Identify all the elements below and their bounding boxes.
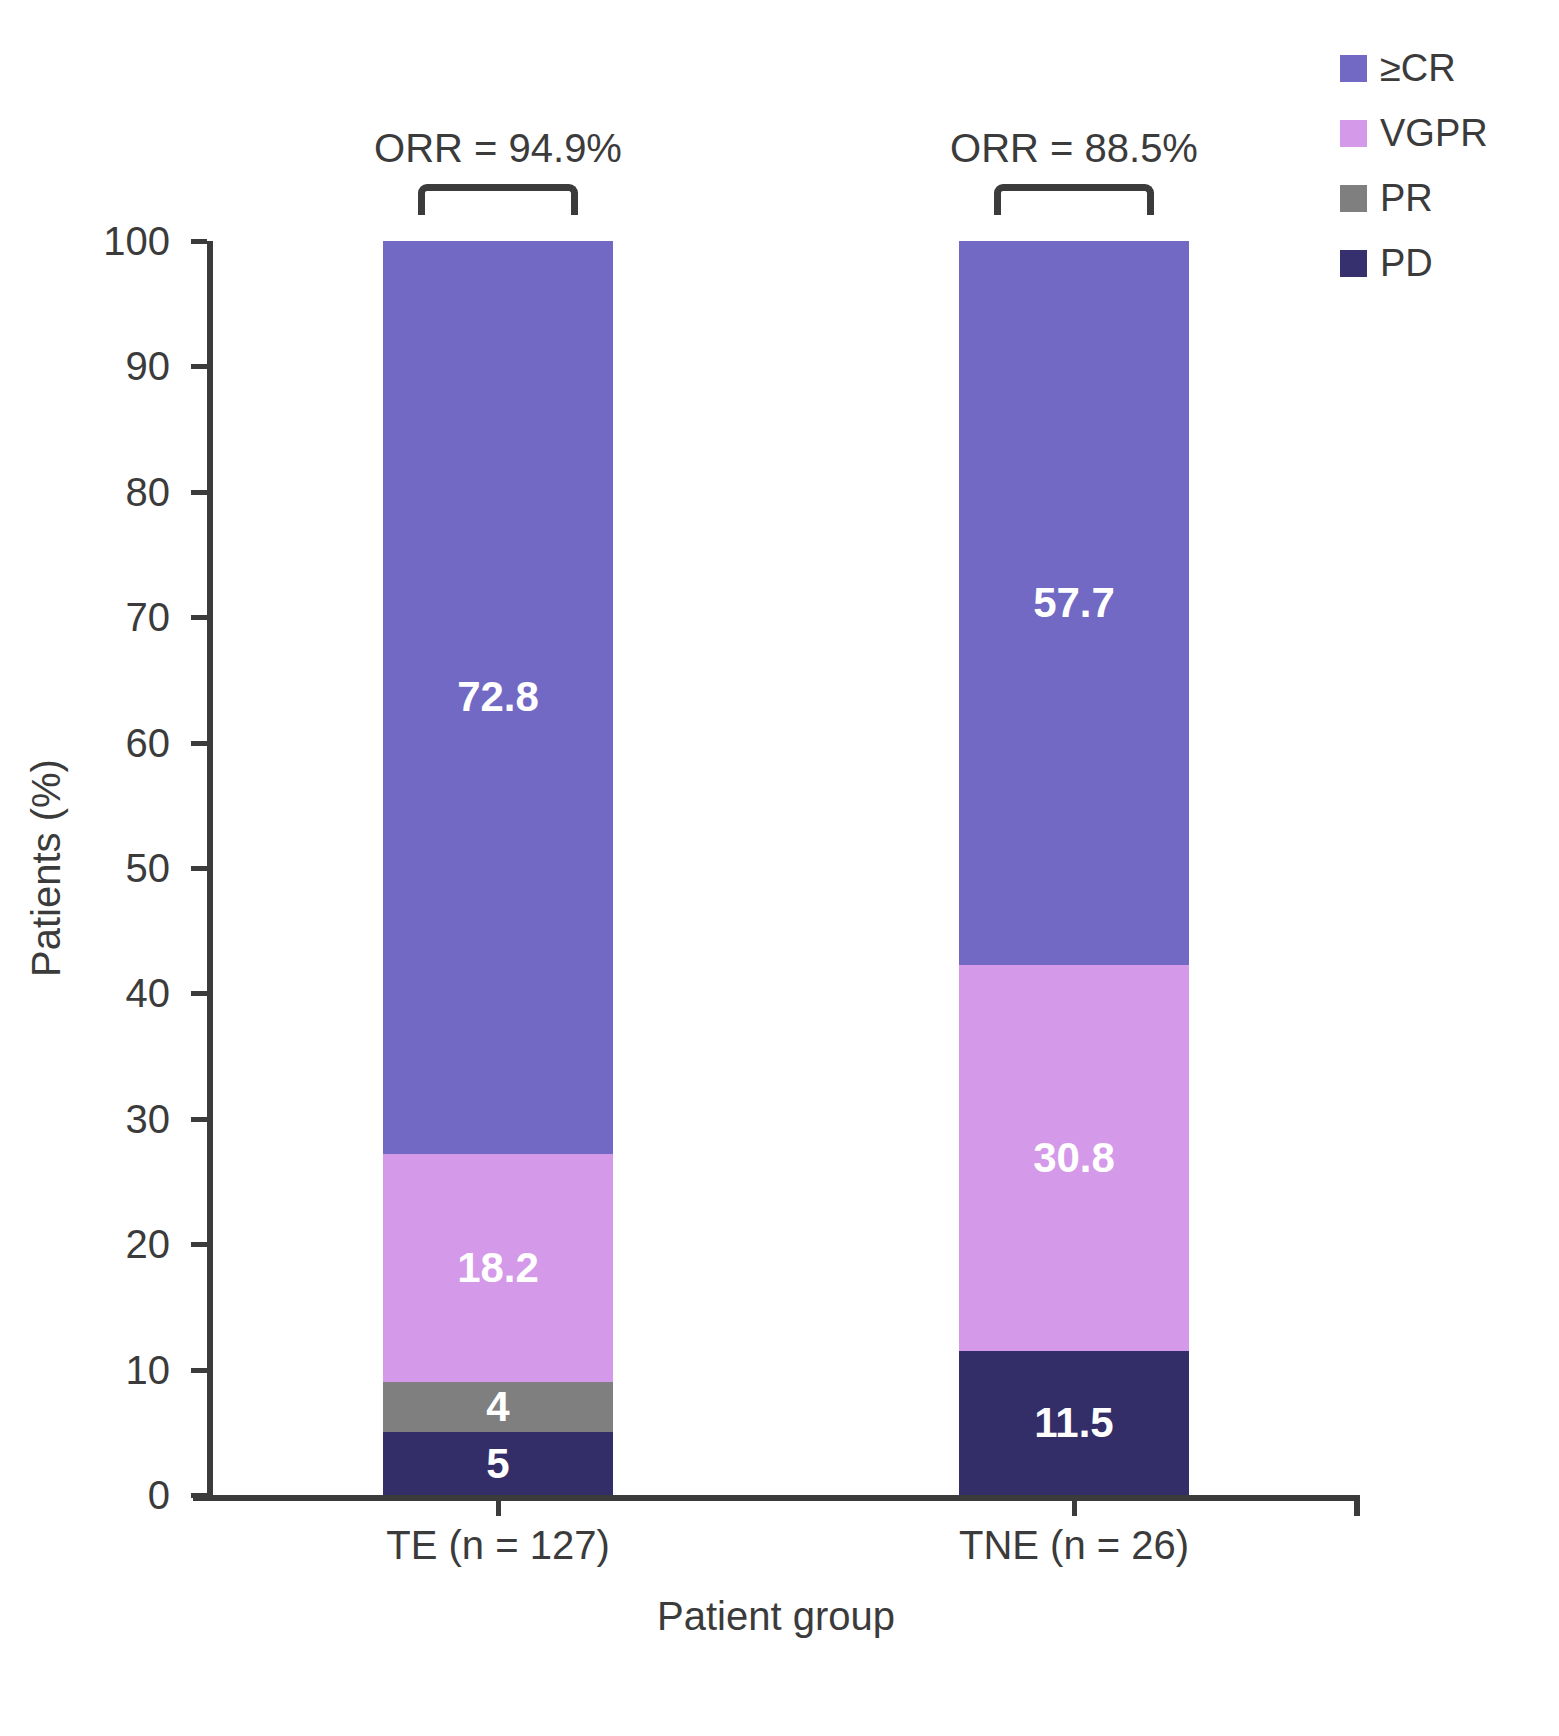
bar-segment-label: 57.7 [1033, 579, 1115, 627]
x-tick-mark [496, 1501, 501, 1516]
y-tick-mark [191, 1242, 207, 1247]
y-tick-mark [191, 364, 207, 369]
orr-label: ORR = 88.5% [854, 126, 1294, 171]
bar-segment-label: 30.8 [1033, 1134, 1115, 1182]
y-tick-mark [191, 1117, 207, 1122]
bar-segment: 72.8 [383, 241, 613, 1154]
y-tick-label: 50 [30, 843, 170, 893]
y-tick-label: 100 [30, 216, 170, 266]
stacked-bar-chart-figure: ≥CRVGPRPRPD Patients (%) Patient group 0… [0, 0, 1559, 1736]
x-category-label: TNE (n = 26) [824, 1523, 1324, 1568]
bar-segment-label: 18.2 [457, 1244, 539, 1292]
orr-bracket [994, 184, 1154, 215]
bar-segment-label: 5 [486, 1440, 509, 1488]
bar-segment: 30.8 [959, 965, 1189, 1351]
x-tick-mark [1072, 1501, 1077, 1516]
y-tick-label: 70 [30, 592, 170, 642]
y-tick-label: 10 [30, 1345, 170, 1395]
bar-segment: 18.2 [383, 1154, 613, 1382]
y-tick-mark [191, 991, 207, 996]
y-tick-label: 60 [30, 718, 170, 768]
orr-label: ORR = 94.9% [278, 126, 718, 171]
bar-segment-label: 72.8 [457, 673, 539, 721]
y-tick-mark [191, 239, 207, 244]
x-axis-line [193, 1495, 1360, 1501]
y-tick-mark [191, 866, 207, 871]
y-tick-mark [191, 1368, 207, 1373]
plot-area: 0 10 20 30 40 50 60 70 80 90 100 5 4 18.2 72.8 TE (n = … [0, 0, 1559, 1736]
y-axis-line [207, 241, 213, 1501]
bar-segment: 11.5 [959, 1351, 1189, 1495]
y-tick-label: 0 [30, 1470, 170, 1520]
x-axis-endcap-tick [1354, 1495, 1360, 1516]
y-tick-label: 80 [30, 467, 170, 517]
y-tick-mark [191, 615, 207, 620]
bar-segment: 4 [383, 1382, 613, 1432]
y-tick-mark [191, 741, 207, 746]
bar-segment: 5 [383, 1432, 613, 1495]
x-category-label: TE (n = 127) [248, 1523, 748, 1568]
bar-segment-label: 4 [486, 1383, 509, 1431]
y-tick-label: 20 [30, 1219, 170, 1269]
orr-bracket [418, 184, 578, 215]
y-tick-label: 30 [30, 1094, 170, 1144]
y-tick-label: 90 [30, 341, 170, 391]
y-tick-mark [191, 1493, 207, 1498]
y-tick-label: 40 [30, 968, 170, 1018]
y-tick-mark [191, 490, 207, 495]
bar-segment: 57.7 [959, 241, 1189, 965]
bar-segment-label: 11.5 [1034, 1399, 1113, 1447]
